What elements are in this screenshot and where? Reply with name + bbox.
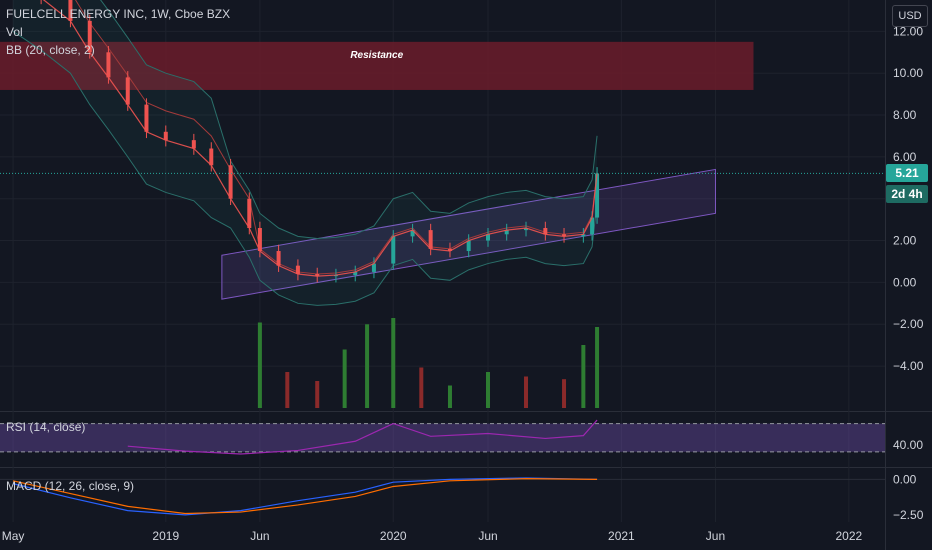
- candle: [353, 271, 358, 276]
- volume-bar: [365, 324, 370, 408]
- bollinger-upper: [100, 0, 598, 239]
- candle: [163, 131, 168, 141]
- bollinger-band-fill: [13, 0, 598, 306]
- candle: [106, 52, 111, 78]
- price-axis-tick: 6.00: [893, 150, 917, 164]
- rsi-legend[interactable]: RSI (14, close): [6, 420, 86, 434]
- countdown-label: 2d 4h: [886, 185, 928, 204]
- candle: [562, 234, 567, 237]
- candle: [391, 236, 396, 264]
- price-axis-tick: 12.00: [893, 24, 923, 38]
- bollinger-lower: [12, 30, 598, 306]
- rsi-axis-tick: 40.00: [893, 438, 923, 452]
- candle: [125, 77, 130, 105]
- candle: [276, 251, 281, 266]
- time-axis-tick: Jun: [250, 529, 269, 543]
- bollinger-legend[interactable]: BB (20, close, 2): [6, 43, 95, 57]
- volume-bar: [285, 372, 290, 408]
- last-price-label: 5.21: [886, 164, 928, 183]
- candle: [447, 248, 452, 252]
- candle: [371, 263, 376, 272]
- time-axis-tick: Jun: [478, 529, 497, 543]
- price-axis-tick: −4.00: [893, 359, 924, 373]
- time-axis-tick: 2021: [608, 529, 635, 543]
- volume-bar: [485, 372, 490, 408]
- macd-legend[interactable]: MACD (12, 26, close, 9): [6, 479, 135, 493]
- price-axis-tick: 10.00: [893, 66, 923, 80]
- volume-bar: [257, 322, 262, 408]
- volume-bar: [419, 367, 424, 408]
- volume-bar: [315, 381, 320, 408]
- macd-line: [12, 477, 598, 516]
- volume-bar: [391, 318, 396, 408]
- price-axis-tick: 0.00: [893, 275, 917, 289]
- candle: [543, 228, 548, 235]
- candle: [144, 104, 149, 132]
- currency-button[interactable]: USD: [892, 5, 928, 27]
- candle: [581, 234, 586, 237]
- rsi-line: [127, 419, 598, 455]
- candle: [590, 217, 595, 235]
- volume-bar: [595, 327, 600, 408]
- price-line: [42, 0, 598, 277]
- candle: [257, 228, 262, 252]
- candle: [428, 230, 433, 249]
- candle: [228, 165, 233, 199]
- time-axis-tick: Jun: [706, 529, 725, 543]
- candle: [209, 148, 214, 166]
- time-axis-tick: 2019: [152, 529, 179, 543]
- candle: [504, 230, 509, 235]
- price-axis-tick: 2.00: [893, 234, 917, 248]
- candle: [315, 274, 320, 277]
- time-axis-tick: 2020: [380, 529, 407, 543]
- candle: [410, 230, 415, 237]
- candle: [595, 173, 600, 218]
- candle: [87, 20, 92, 53]
- resistance-label: Resistance: [350, 50, 403, 61]
- resistance-zone: [0, 41, 754, 90]
- signal-line: [12, 478, 598, 515]
- bollinger-basis: [74, 0, 598, 275]
- time-axis-tick: 2022: [836, 529, 863, 543]
- volume-bar: [342, 349, 347, 408]
- candle: [295, 265, 300, 275]
- candle: [466, 240, 471, 252]
- macd-axis-tick: −2.50: [893, 508, 924, 522]
- rsi-band: [0, 423, 885, 452]
- volume-bar: [447, 385, 452, 408]
- volume-bar: [524, 376, 529, 408]
- price-axis-tick: 8.00: [893, 108, 917, 122]
- candle: [485, 234, 490, 241]
- time-axis-tick: May: [2, 529, 25, 543]
- volume-bar: [562, 379, 567, 408]
- macd-axis-tick: 0.00: [893, 472, 917, 486]
- candle: [247, 198, 252, 229]
- candle: [68, 0, 73, 21]
- price-axis-tick: −2.00: [893, 317, 924, 331]
- symbol-title: FUELCELL ENERGY INC, 1W, Cboe BZX: [6, 7, 231, 21]
- candle: [524, 228, 529, 231]
- volume-bar: [581, 345, 586, 408]
- volume-legend[interactable]: Vol: [6, 25, 23, 39]
- candle: [191, 140, 196, 149]
